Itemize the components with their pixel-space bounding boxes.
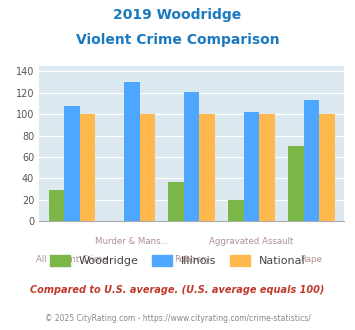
Bar xyxy=(304,100,319,221)
Text: © 2025 CityRating.com - https://www.cityrating.com/crime-statistics/: © 2025 CityRating.com - https://www.city… xyxy=(45,314,310,323)
Bar xyxy=(49,190,64,221)
Text: Robbery: Robbery xyxy=(174,255,210,264)
Legend: Woodridge, Illinois, National: Woodridge, Illinois, National xyxy=(50,255,305,266)
Bar xyxy=(319,114,335,221)
Text: Violent Crime Comparison: Violent Crime Comparison xyxy=(76,33,279,47)
Bar xyxy=(244,112,260,221)
Text: Murder & Mans...: Murder & Mans... xyxy=(95,237,169,246)
Bar xyxy=(140,114,155,221)
Bar xyxy=(184,92,200,221)
Text: Aggravated Assault: Aggravated Assault xyxy=(209,237,294,246)
Text: 2019 Woodridge: 2019 Woodridge xyxy=(113,8,242,22)
Text: All Violent Crime: All Violent Crime xyxy=(36,255,108,264)
Bar xyxy=(64,106,80,221)
Bar xyxy=(80,114,95,221)
Bar xyxy=(124,82,140,221)
Bar xyxy=(260,114,275,221)
Text: Compared to U.S. average. (U.S. average equals 100): Compared to U.S. average. (U.S. average … xyxy=(30,285,325,295)
Bar xyxy=(288,146,304,221)
Bar xyxy=(228,200,244,221)
Bar xyxy=(168,182,184,221)
Text: Rape: Rape xyxy=(300,255,322,264)
Bar xyxy=(200,114,215,221)
